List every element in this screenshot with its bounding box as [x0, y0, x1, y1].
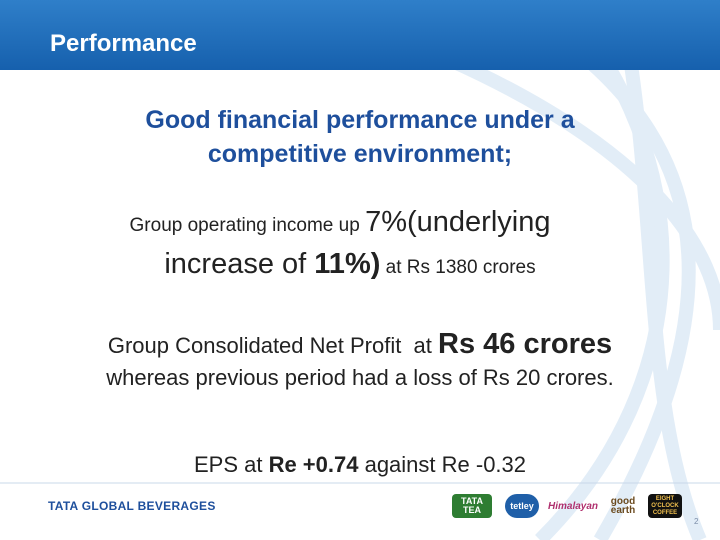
- text-line: EPS at Re +0.74 against Re -0.32: [0, 452, 720, 478]
- text-run: whereas previous period had a loss of Rs…: [106, 365, 614, 390]
- text-run: Rs 46 crores: [438, 328, 613, 360]
- company-logo: TATA GLOBAL BEVERAGES: [48, 499, 216, 513]
- text-line: Group Consolidated Net Profit at Rs 46 c…: [0, 328, 720, 361]
- brand-logo: good earth: [610, 496, 636, 516]
- headline-line: Good financial performance under a: [145, 106, 575, 134]
- slide-title: Performance: [50, 30, 197, 57]
- text-run: at Rs 1380 crores: [380, 257, 536, 278]
- text-run: increase of: [164, 248, 315, 280]
- brand-logo: Himalayan: [547, 500, 599, 512]
- text-line: Group operating income up 7%(underlying: [0, 206, 700, 239]
- page-number: 2: [694, 517, 699, 526]
- brand-logo: TATA TEA: [452, 494, 492, 518]
- text-run: 11%): [314, 248, 381, 280]
- header-bar: [0, 0, 720, 70]
- brand-logo: EIGHT O'CLOCK COFFEE: [648, 494, 682, 518]
- headline-line: competitive environment;: [207, 140, 513, 168]
- text-run: Group operating income up: [129, 215, 366, 236]
- text-run: Group Consolidated Net Profit at: [107, 333, 439, 358]
- text-run: against Re -0.32: [358, 452, 527, 477]
- text-run: Re +0.74: [268, 452, 359, 477]
- text-line: whereas previous period had a loss of Rs…: [0, 365, 720, 391]
- text-run: 7%(underlying: [365, 206, 551, 238]
- text-run: EPS at: [193, 452, 269, 477]
- text-line: increase of 11%) at Rs 1380 crores: [0, 248, 710, 281]
- brand-logo: tetley: [505, 494, 539, 518]
